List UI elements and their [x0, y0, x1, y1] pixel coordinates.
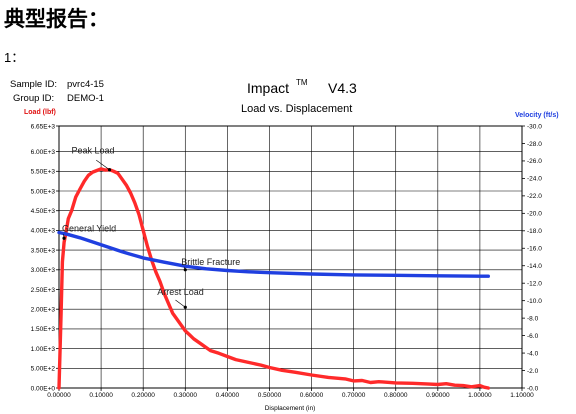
chart-grid [58, 126, 523, 388]
chart-title-version: V4.3 [328, 80, 357, 96]
plot-frame [58, 125, 523, 389]
y2-tick-label: -0.0 [527, 385, 539, 392]
y-axis-label: Load (lbf) [24, 109, 56, 116]
x-tick-label: 1.10000 [510, 392, 534, 399]
velocity-series-line [57, 230, 490, 278]
x-tick-label: 0.20000 [131, 392, 155, 399]
y-tick-label: 3.50E+3 [31, 247, 56, 254]
x-tick-label: 1.00000 [468, 392, 492, 399]
annotation-leader [175, 299, 186, 308]
x-tick-label: 0.80000 [384, 392, 408, 399]
annotation-label: Brittle Fracture [181, 257, 240, 267]
y-tick-label: 0.00E+0 [31, 385, 56, 392]
y-tick-label: 2.50E+3 [31, 287, 56, 294]
y-axis-ticks: 0.00E+0 5.00E+2 1.00E+3 1.50E+3 2.00E+3 2.50E… [31, 123, 59, 392]
y2-tick-label: -16.0 [527, 246, 542, 253]
chart-title-sup: TM [296, 78, 308, 87]
y-tick-label: 1.00E+3 [31, 346, 56, 353]
group-id-value: DEMO-1 [67, 93, 104, 104]
y-tick-label: 5.00E+3 [31, 188, 56, 195]
y-tick-label: 2.00E+3 [31, 307, 56, 314]
page-heading: 典型报告： [4, 7, 109, 31]
chart-title: Impact [247, 80, 289, 96]
chart-annotations: Peak Load General Yield Brittle Fracture Ar… [62, 146, 240, 309]
x-tick-label: 0.10000 [89, 392, 113, 399]
y-tick-label: 6.00E+3 [31, 149, 56, 156]
y2-tick-label: -8.0 [527, 315, 539, 322]
annotation-leader [183, 266, 186, 270]
group-id-label: Group ID: [13, 93, 55, 104]
y2-tick-label: -12.0 [527, 281, 542, 288]
y2-tick-label: -26.0 [527, 158, 542, 165]
y-tick-label: 6.65E+3 [31, 123, 56, 130]
annotation-label: General Yield [62, 223, 116, 233]
sample-id-value: pvrc4-15 [67, 79, 104, 90]
x-axis-ticks: 0.00000 0.10000 0.20000 0.30000 0.40000 0.500… [47, 388, 534, 399]
y2-tick-label: -22.0 [527, 193, 542, 200]
load-series-line [57, 167, 490, 390]
y2-axis-ticks: -0.0 -2.0 -4.0 -6.0 -8.0 -10.0 -12.0 -14.0 -16.0… [522, 123, 542, 392]
y-tick-label: 5.50E+3 [31, 169, 56, 176]
y-tick-label: 4.50E+3 [31, 208, 56, 215]
y2-tick-label: -4.0 [527, 350, 539, 357]
x-tick-label: 0.50000 [258, 392, 282, 399]
y-tick-label: 4.00E+3 [31, 228, 56, 235]
x-tick-label: 0.00000 [47, 392, 71, 399]
y2-tick-label: -6.0 [527, 333, 539, 340]
y2-tick-label: -14.0 [527, 263, 542, 270]
y2-axis-label: Velocity (ft/s) [515, 112, 559, 119]
y-tick-label: 1.50E+3 [31, 326, 56, 333]
y2-tick-label: -20.0 [527, 211, 542, 218]
x-tick-label: 0.70000 [342, 392, 366, 399]
y2-tick-label: -2.0 [527, 368, 539, 375]
annotation-leader [96, 159, 110, 170]
x-tick-label: 0.90000 [426, 392, 450, 399]
annotation-label: Peak Load [72, 146, 115, 156]
y2-tick-label: -10.0 [527, 298, 542, 305]
y2-tick-label: -24.0 [527, 176, 542, 183]
y2-tick-label: -28.0 [527, 141, 542, 148]
x-tick-label: 0.60000 [300, 392, 324, 399]
page-subheading: 1： [4, 50, 25, 65]
y-tick-label: 3.00E+3 [31, 267, 56, 274]
sample-id-label: Sample ID: [10, 79, 57, 90]
y2-tick-label: -18.0 [527, 228, 542, 235]
y2-tick-label: -30.0 [527, 123, 542, 130]
chart-subtitle: Load vs. Displacement [241, 103, 352, 115]
x-axis-label: Displacement (in) [265, 405, 316, 412]
x-tick-label: 0.30000 [174, 392, 198, 399]
y-tick-label: 5.00E+2 [31, 366, 56, 373]
annotation-label: Arrest Load [157, 287, 204, 297]
annotation-leader [63, 234, 65, 239]
x-tick-label: 0.40000 [216, 392, 240, 399]
